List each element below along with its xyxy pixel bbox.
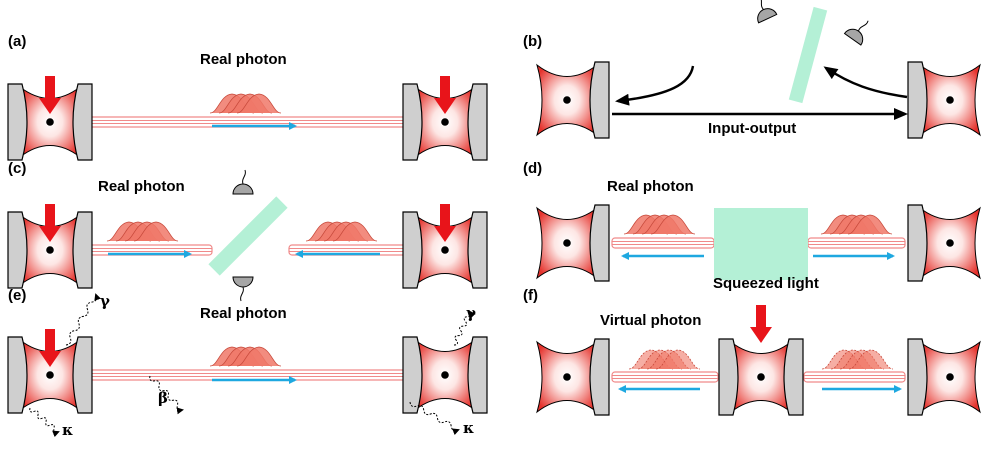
panel-e-left-cavity-left-mirror	[7, 336, 28, 414]
panel-e-gamma-right-squiggle	[453, 310, 476, 346]
panel-f-caption: Virtual photon	[600, 312, 702, 329]
panel-c-detector-top	[232, 169, 254, 195]
panel-b-reflection-arrow-right	[823, 66, 908, 99]
panel-a-left-cavity-left-mirror	[7, 83, 28, 161]
panel-e-left-cavity-right-mirror	[72, 336, 93, 414]
panel-a-left-cavity-atom	[46, 118, 54, 126]
panel-c-label: (c)	[8, 160, 27, 177]
panel-c-caption: Real photon	[98, 178, 185, 195]
panel-a-left-cavity-right-mirror	[72, 83, 93, 161]
panel-a-caption: Real photon	[200, 51, 287, 68]
panel-c-left-cavity-right-mirror	[72, 211, 93, 289]
panel-d-right-line	[807, 237, 906, 249]
panel-e-right-cavity-right-mirror	[467, 336, 488, 414]
panel-e-beta-squiggle	[149, 375, 184, 415]
panel-f-left-cavity-atom	[563, 373, 571, 381]
panel-b-detector-left	[757, 0, 778, 24]
panel-e-right-cavity-atom	[441, 371, 449, 379]
panel-a-right-cavity-left-mirror	[402, 83, 423, 161]
panel-e-right-cavity	[402, 336, 488, 414]
panel-f-right-cavity-atom	[946, 373, 954, 381]
panel-d-left-line	[611, 237, 715, 249]
panel-e-gamma-left-squiggle	[65, 293, 101, 346]
kappa-right-symbol: κ	[463, 419, 475, 437]
panel-c-left-cavity-left-mirror	[7, 211, 28, 289]
kappa-left-symbol: κ	[62, 421, 74, 439]
panel-e-left-cavity	[7, 336, 93, 414]
panel-f-left-cavity	[536, 338, 610, 416]
panel-b-right-cavity-atom	[946, 96, 954, 104]
panel-a-label: (a)	[8, 33, 27, 50]
panel-d-right-cavity-left-mirror	[907, 204, 928, 282]
panel-f-right-cavity	[907, 338, 981, 416]
panel-d-squeezed-light-box	[714, 208, 808, 280]
panel-b-beamsplitter	[788, 6, 828, 104]
gamma-left-symbol: γ	[100, 292, 110, 310]
panel-d-right-photon-pulse	[820, 214, 893, 235]
panel-f-caption-top: Squeezed light	[713, 275, 819, 292]
panel-d-left-cavity-right-mirror	[589, 204, 610, 282]
panel-c-detector-bottom	[232, 276, 254, 302]
panel-a-photon-pulse	[209, 93, 282, 114]
panel-d-left-cavity	[536, 204, 610, 282]
panel-c-right-cavity-right-mirror	[467, 211, 488, 289]
beta-symbol: β	[158, 389, 168, 407]
panel-d-left-photon-pulse	[623, 214, 696, 235]
panel-a-right-cavity-right-mirror	[467, 83, 488, 161]
panel-a-right-cavity	[402, 83, 488, 161]
panel-f-right-cavity-left-mirror	[907, 338, 928, 416]
panel-b-left-cavity-right-mirror	[589, 61, 610, 139]
panel-b-label: (b)	[523, 33, 543, 50]
panel-f-label: (f)	[523, 287, 538, 304]
panel-f-right-line	[803, 371, 906, 383]
panel-b-left-cavity-atom	[563, 96, 571, 104]
panel-f-center-cavity	[718, 338, 804, 416]
panel-d-left-cavity-atom	[563, 239, 571, 247]
panel-c-right-drive-arrow	[434, 204, 456, 242]
panel-d-caption: Real photon	[607, 178, 694, 195]
panel-a-right-drive-arrow	[434, 76, 456, 114]
panel-c-left-drive-arrow	[39, 204, 61, 242]
panel-b-left-cavity	[536, 61, 610, 139]
panel-c-right-cavity-atom	[441, 246, 449, 254]
panel-e-photon-pulse	[209, 346, 282, 367]
panel-b-detector-right	[843, 20, 869, 46]
panel-e-kappa-right-squiggle	[409, 401, 460, 436]
panel-a-left-drive-arrow	[39, 76, 61, 114]
panel-f-center-cavity-atom	[757, 373, 765, 381]
panel-f-center-cavity-right-mirror	[783, 338, 804, 416]
panel-f-center-cavity-left-mirror	[718, 338, 739, 416]
gamma-right-symbol: γ	[466, 304, 476, 322]
panel-d-right-cavity-atom	[946, 239, 954, 247]
panel-f-left-cavity-right-mirror	[589, 338, 610, 416]
panel-c-right-photon-pulse	[305, 221, 378, 242]
panel-c-left-cavity-atom	[46, 246, 54, 254]
panel-e-right-cavity-left-mirror	[402, 336, 423, 414]
panel-d-label: (d)	[523, 160, 543, 177]
panel-a-right-cavity-atom	[441, 118, 449, 126]
panel-d-right-cavity	[907, 204, 981, 282]
panel-e-left-cavity-atom	[46, 371, 54, 379]
panel-c-left-photon-pulse	[106, 221, 179, 242]
panel-f-drive-arrow	[750, 305, 772, 343]
panel-f-left-virtual-photon	[628, 349, 701, 370]
panel-c-right-cavity	[402, 211, 488, 289]
panel-c-left-cavity	[7, 211, 93, 289]
panel-b-caption: Input-output	[708, 120, 797, 137]
panel-f-right-virtual-photon	[821, 349, 894, 370]
panel-c-beamsplitter	[208, 196, 288, 276]
panel-e-label: (e)	[8, 287, 27, 304]
panel-b-reflection-arrow-left	[615, 65, 695, 106]
panel-b-right-cavity	[907, 61, 981, 139]
panel-e-drive-arrow	[39, 329, 61, 367]
panel-e-caption: Real photon	[200, 305, 287, 322]
panel-e-kappa-left-squiggle	[29, 407, 60, 438]
panel-b-right-cavity-left-mirror	[907, 61, 928, 139]
panel-e-transmission-line	[81, 369, 413, 381]
panel-f-left-line	[611, 371, 719, 383]
panel-c-right-cavity-left-mirror	[402, 211, 423, 289]
panel-a-left-cavity	[7, 83, 93, 161]
